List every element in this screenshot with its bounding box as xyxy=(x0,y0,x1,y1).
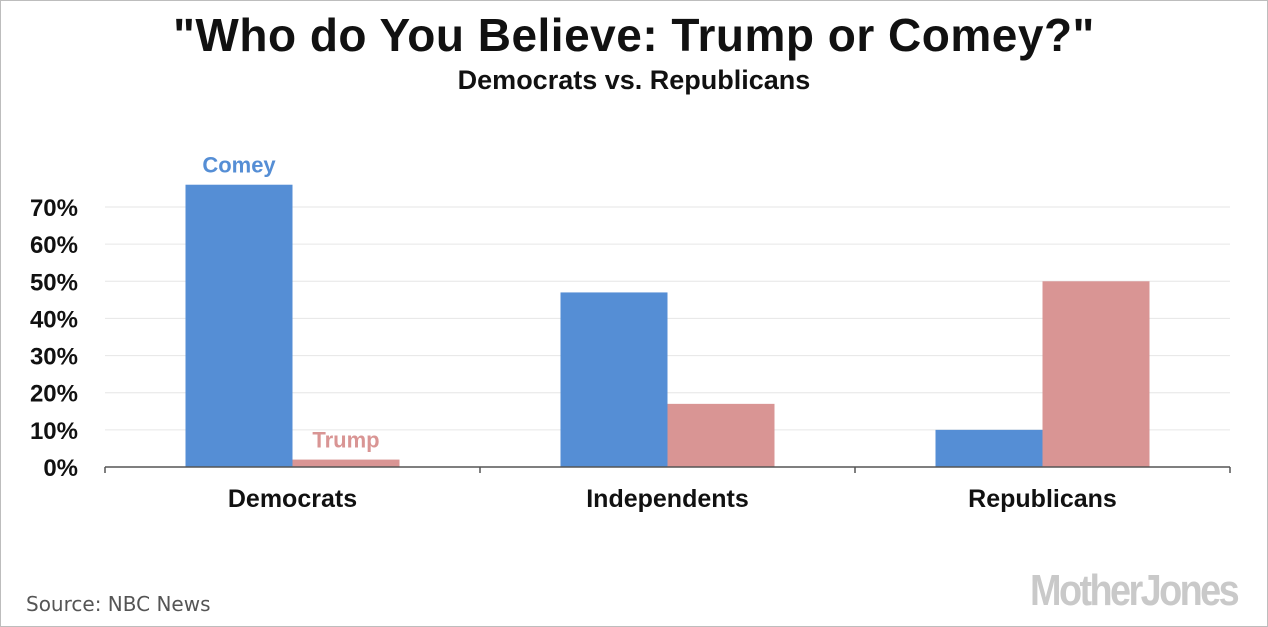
y-tick-label: 60% xyxy=(30,232,78,259)
chart-subtitle: Democrats vs. Republicans xyxy=(457,65,811,95)
bar-comey-republicans xyxy=(935,429,1043,467)
source-note: Source: NBC News xyxy=(26,592,211,616)
y-tick-label: 70% xyxy=(30,195,78,222)
x-category-label: Democrats xyxy=(228,485,357,513)
y-tick-label: 10% xyxy=(30,418,78,445)
y-tick-label: 50% xyxy=(30,269,78,296)
bar-trump-democrats xyxy=(292,459,400,467)
series-label-trump: Trump xyxy=(312,428,379,453)
y-tick-label: 40% xyxy=(30,306,78,333)
mother-jones-logo: MotherJones xyxy=(1030,566,1240,615)
x-category-label: Independents xyxy=(586,485,749,513)
y-tick-label: 0% xyxy=(43,455,78,482)
chart-title: "Who do You Believe: Trump or Comey?" xyxy=(173,9,1095,61)
bar-comey-independents xyxy=(560,292,668,467)
series-label-comey: Comey xyxy=(202,153,276,178)
y-tick-label: 20% xyxy=(30,381,78,408)
bar-trump-republicans xyxy=(1042,281,1150,467)
bar-trump-independents xyxy=(667,403,775,467)
x-category-label: Republicans xyxy=(968,485,1117,513)
y-tick-label: 30% xyxy=(30,344,78,371)
bar-comey-democrats xyxy=(185,184,293,467)
